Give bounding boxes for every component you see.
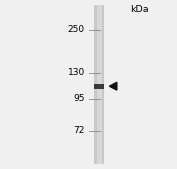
Text: 250: 250 [68, 25, 85, 34]
Text: 72: 72 [74, 126, 85, 136]
Text: kDa: kDa [130, 5, 149, 14]
Bar [94, 84, 104, 89]
Polygon shape [109, 82, 117, 90]
Text: 95: 95 [73, 94, 85, 103]
Bar [94, 5, 104, 164]
Text: 130: 130 [68, 68, 85, 77]
Bar [97, 5, 102, 164]
